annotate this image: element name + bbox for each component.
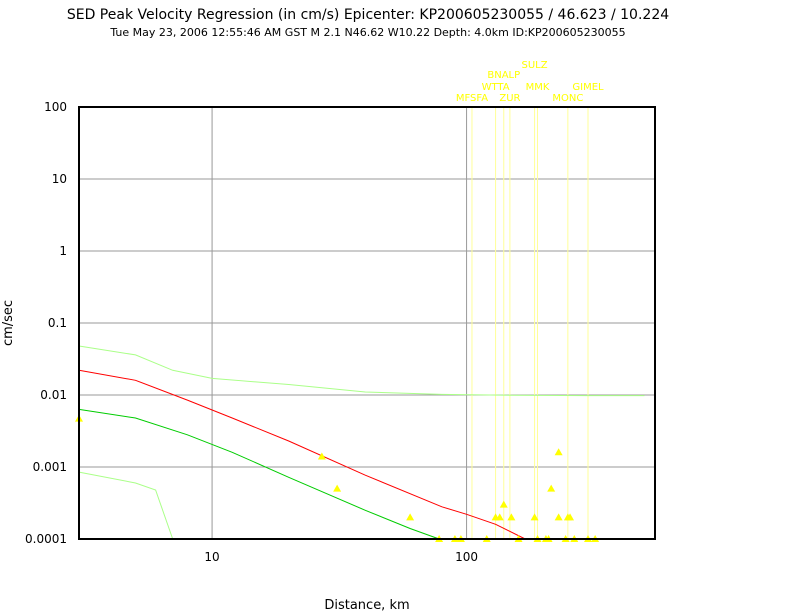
tick-labels: 100 10 1 0.1 0.01 0.001 0.0001 10 100 <box>25 100 478 564</box>
station-label-zur: ZUR <box>499 93 520 104</box>
y-axis-label: cm/sec <box>1 300 16 346</box>
station-label-sulz: SULZ <box>522 60 548 71</box>
data-point <box>499 500 508 508</box>
station-label-bnalp: BNALP <box>487 70 520 81</box>
station-label-mfsfa: MFSFA <box>456 93 488 104</box>
station-label-wtta: WTTA <box>482 82 510 93</box>
curves <box>78 345 645 540</box>
station-label-monc: MONC <box>552 93 583 104</box>
data-point <box>547 484 556 492</box>
station-label-mmk: MMK <box>526 82 550 93</box>
station-label-gimel: GIMEL <box>572 82 604 93</box>
data-point <box>406 513 415 521</box>
plot-frame <box>78 106 656 540</box>
data-point <box>566 513 575 521</box>
y-tick-label: 100 <box>44 100 67 114</box>
lower-band-curve <box>78 471 174 540</box>
data-point <box>554 513 563 521</box>
data-point <box>495 513 504 521</box>
data-point <box>554 448 563 456</box>
data-point <box>530 513 539 521</box>
chart-subtitle: Tue May 23, 2006 12:55:46 AM GST M 2.1 N… <box>109 26 625 39</box>
x-tick-label: 100 <box>455 550 478 564</box>
y-tick-label: 1 <box>59 244 67 258</box>
regression-curve <box>78 369 526 540</box>
data-point <box>333 484 342 492</box>
station-lines <box>471 107 589 539</box>
y-tick-label: 0.0001 <box>25 532 67 546</box>
lower-regression-curve <box>78 408 440 540</box>
data-point <box>317 452 326 460</box>
data-point <box>507 513 516 521</box>
y-tick-label: 0.1 <box>48 316 67 330</box>
upper-band-curve <box>78 345 645 397</box>
x-tick-label: 10 <box>204 550 219 564</box>
x-axis-label: Distance, km <box>324 598 409 612</box>
y-tick-label: 0.001 <box>33 460 67 474</box>
y-tick-label: 0.01 <box>40 388 67 402</box>
chart-title: SED Peak Velocity Regression (in cm/s) E… <box>67 7 669 23</box>
y-tick-label: 10 <box>52 172 67 186</box>
